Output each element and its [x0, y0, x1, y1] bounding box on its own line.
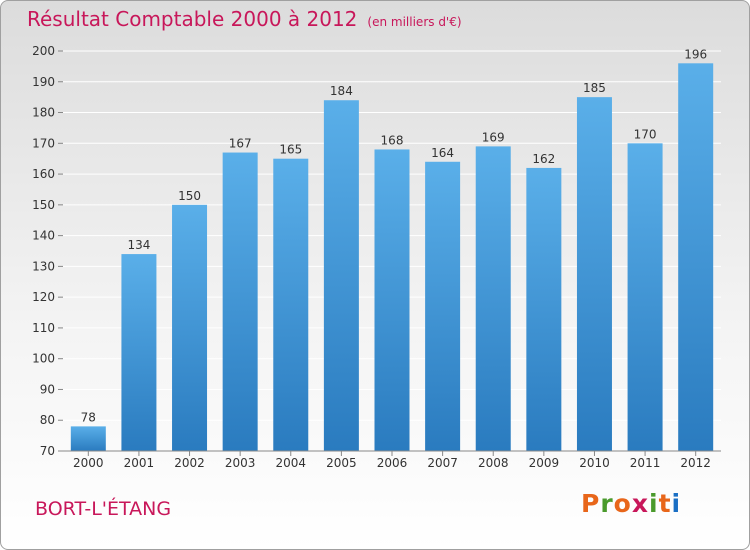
- y-tick-label-170: 170: [32, 136, 55, 150]
- y-tick-label-100: 100: [32, 352, 55, 366]
- bar-2005: [323, 100, 359, 451]
- bar-2001: [121, 254, 157, 451]
- y-tick-label-110: 110: [32, 321, 55, 335]
- data-label-2008: 169: [482, 130, 505, 144]
- chart-unit: (en milliers d'€): [367, 15, 462, 29]
- data-label-2003: 167: [229, 137, 252, 151]
- chart-title: Résultat Comptable 2000 à 2012 (en millie…: [27, 7, 462, 31]
- logo-letter: i: [649, 489, 659, 518]
- data-label-2012: 196: [684, 47, 707, 61]
- data-label-2009: 162: [532, 152, 555, 166]
- data-label-2005: 184: [330, 84, 353, 98]
- data-label-2007: 164: [431, 146, 454, 160]
- bar-2002: [172, 204, 208, 451]
- y-tick-label-200: 200: [32, 44, 55, 58]
- data-label-2000: 78: [81, 410, 96, 424]
- x-tick-label-2007: 2007: [427, 456, 458, 470]
- proxiti-logo[interactable]: Proxiti: [581, 489, 681, 518]
- x-tick-label-2012: 2012: [680, 456, 711, 470]
- y-tick-label-70: 70: [40, 444, 55, 458]
- bar-2011: [627, 143, 663, 452]
- x-tick-label-2010: 2010: [579, 456, 610, 470]
- bar-2006: [374, 149, 410, 451]
- bar-2009: [526, 167, 562, 451]
- town-name: BORT-L'ÉTANG: [35, 498, 172, 520]
- y-tick-label-160: 160: [32, 167, 55, 181]
- bar-2007: [425, 161, 461, 451]
- bar-2000: [70, 426, 106, 451]
- y-tick-label-90: 90: [40, 382, 55, 396]
- data-label-2004: 165: [279, 143, 302, 157]
- y-tick-label-180: 180: [32, 106, 55, 120]
- data-labels: 78 134 150 167 165 184 168 164 169 162 185 170 196: [81, 47, 707, 424]
- x-tick-label-2008: 2008: [478, 456, 509, 470]
- bar-2012: [678, 63, 714, 452]
- y-tick-label-130: 130: [32, 259, 55, 273]
- x-tick-label-2009: 2009: [529, 456, 560, 470]
- data-label-2011: 170: [634, 127, 657, 141]
- logo-letter: x: [631, 489, 649, 518]
- bar-2004: [273, 158, 309, 451]
- x-tick-label-2002: 2002: [174, 456, 205, 470]
- x-tick-label-2004: 2004: [275, 456, 306, 470]
- logo-letter: o: [613, 489, 632, 518]
- bars: [70, 63, 714, 452]
- data-label-2006: 168: [381, 133, 404, 147]
- data-label-2002: 150: [178, 189, 201, 203]
- logo-letter: i: [671, 489, 682, 518]
- x-tick-label-2001: 2001: [124, 456, 155, 470]
- x-tick-label-2003: 2003: [225, 456, 256, 470]
- y-axis-ticks: 70 80 90 100 110 120 130 140 150 160 170 180 190 200: [32, 44, 63, 458]
- x-tick-label-2005: 2005: [326, 456, 357, 470]
- chart-title-text: Résultat Comptable 2000 à 2012: [27, 7, 358, 31]
- y-tick-label-120: 120: [32, 290, 55, 304]
- bar-2003: [222, 152, 258, 452]
- bar-2008: [475, 146, 511, 451]
- x-tick-label-2011: 2011: [630, 456, 661, 470]
- x-tick-label-2006: 2006: [377, 456, 408, 470]
- x-axis-ticks: 2000 2001 2002 2003 2004 2005 2006 2007 2008 2009…: [73, 451, 711, 470]
- logo-letter: t: [658, 489, 672, 518]
- x-tick-label-2000: 2000: [73, 456, 104, 470]
- y-tick-label-80: 80: [40, 413, 55, 427]
- data-label-2001: 134: [127, 238, 150, 252]
- logo-letter: P: [581, 489, 601, 518]
- bar-2010: [576, 97, 612, 452]
- data-label-2010: 185: [583, 81, 606, 95]
- y-tick-label-140: 140: [32, 229, 55, 243]
- y-tick-label-150: 150: [32, 198, 55, 212]
- y-tick-label-190: 190: [32, 75, 55, 89]
- logo-letter: r: [600, 489, 614, 518]
